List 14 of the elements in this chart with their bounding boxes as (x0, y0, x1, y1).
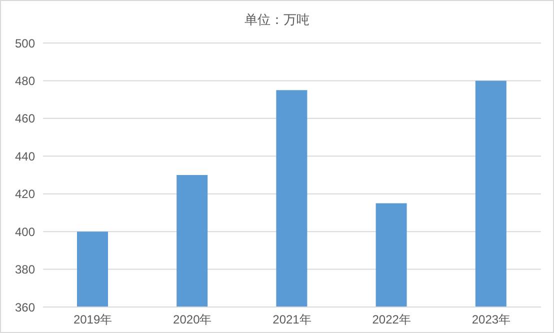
y-tick-label: 400 (14, 224, 36, 239)
y-tick-label: 420 (14, 187, 36, 202)
x-tick-label: 2019年 (73, 312, 112, 327)
y-tick-label: 360 (14, 300, 36, 314)
x-tick-label: 2022年 (372, 312, 411, 327)
chart-title: 单位：万吨 (244, 11, 310, 29)
x-tick-label: 2021年 (272, 312, 312, 327)
y-tick-label: 500 (14, 36, 36, 50)
x-tick-label: 2023年 (472, 312, 511, 327)
x-tick-label: 2020年 (173, 312, 212, 327)
y-tick-label: 480 (14, 74, 36, 88)
y-tick-label: 460 (14, 112, 36, 126)
y-tick-label: 380 (14, 262, 36, 277)
y-tick-label: 440 (14, 149, 36, 164)
